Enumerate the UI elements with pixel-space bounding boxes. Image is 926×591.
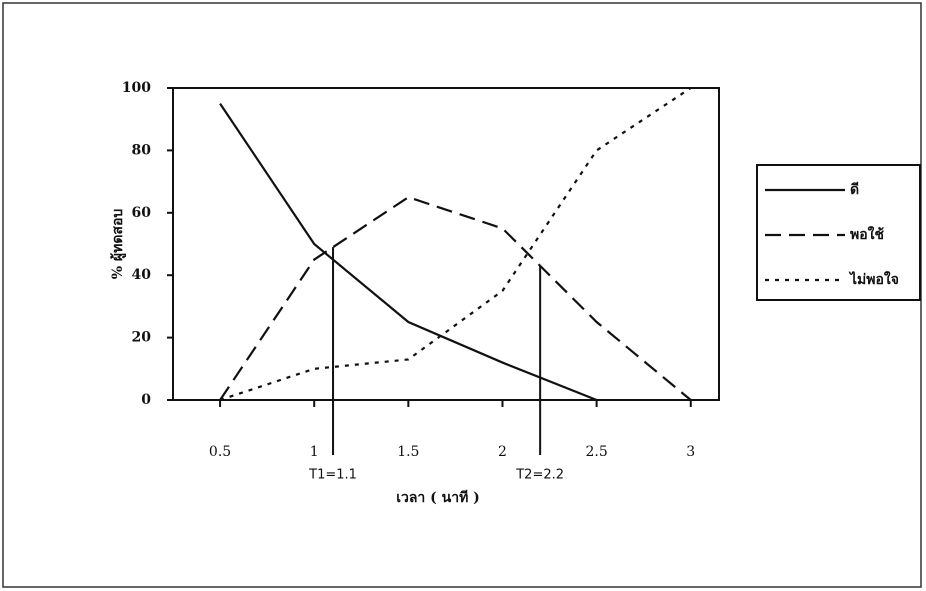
plot-area	[173, 88, 719, 400]
series-line	[220, 88, 691, 400]
x-tick-label: 3	[686, 444, 695, 460]
y-tick-label: 80	[132, 142, 152, 158]
x-tick-label: 0.5	[209, 444, 231, 460]
x-tick-label: 2	[498, 444, 507, 460]
x-tick-label: 2.5	[585, 444, 607, 460]
legend-label: ไม่พอใจ	[848, 270, 899, 288]
chart: เวลา ( นาที ) % ผู้ทดสอบ 0 20 40 60 80 100 0.5…	[0, 0, 926, 591]
y-tick-label: 20	[132, 330, 152, 346]
y-axis-label: % ผู้ทดสอบ	[110, 209, 126, 280]
legend-label: พอใช้	[850, 225, 884, 243]
legend-label: ดี	[850, 182, 859, 198]
y-tick-label: 40	[132, 267, 152, 283]
x-tick-label: 1	[310, 444, 319, 460]
x-tick-label: 1.5	[397, 444, 419, 460]
x-axis-label: เวลา ( นาที )	[396, 490, 480, 506]
series-line	[220, 197, 691, 400]
y-tick-label: 0	[141, 392, 151, 408]
y-tick-label: 100	[122, 80, 151, 96]
y-tick-label: 60	[132, 205, 152, 221]
annotation-label: T2=2.2	[515, 468, 564, 483]
annotation-label: T1=1.1	[308, 468, 357, 483]
